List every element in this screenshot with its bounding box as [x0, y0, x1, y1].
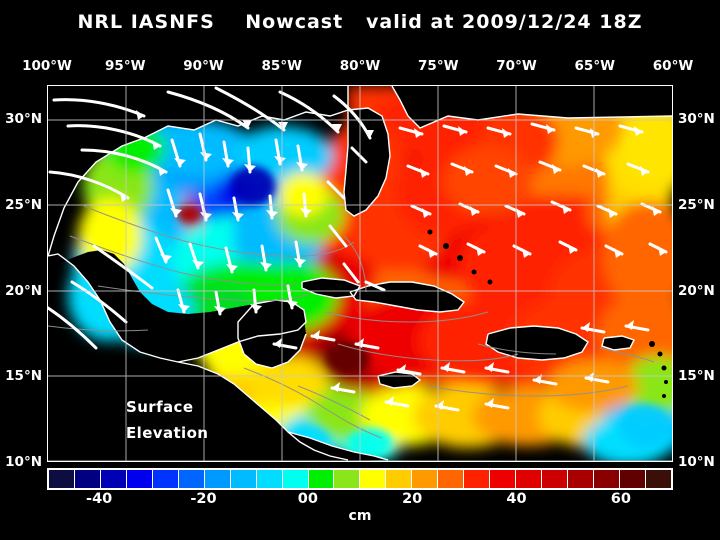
colorbar-swatch: [230, 470, 257, 488]
longitude-tick-label: 100°W: [22, 58, 72, 74]
colorbar-swatch: [438, 470, 465, 488]
latitude-tick-label: 30°N: [5, 111, 42, 127]
map-canvas: [48, 86, 672, 461]
colorbar-swatch: [126, 470, 153, 488]
colorbar-tick-label: 20: [402, 491, 423, 507]
colorbar-swatch: [308, 470, 335, 488]
colorbar-swatch: [645, 470, 671, 488]
colorbar-tick-label: 60: [610, 491, 631, 507]
latitude-tick-label: 25°N: [678, 196, 715, 213]
longitude-tick-label: 85°W: [261, 58, 302, 74]
colorbar-swatch: [100, 470, 127, 488]
longitude-tick-label: 95°W: [105, 58, 146, 74]
latitude-tick-label: 15°N: [5, 368, 42, 385]
longitude-tick-label: 75°W: [418, 58, 459, 74]
latitude-tick-label: 20°N: [5, 282, 42, 299]
bathymetry-contours: [48, 205, 655, 439]
longitude-tick-label: 65°W: [574, 58, 615, 74]
longitude-axis-top: 100°W 95°W 90°W 85°W 80°W 75°W 70°W 65°W 60°W: [22, 58, 693, 76]
latitude-tick-label: 25°N: [5, 196, 42, 213]
longitude-tick-label: 90°W: [183, 58, 224, 74]
latitude-axis-right: 30°N 25°N 20°N 15°N 10°N: [674, 85, 720, 470]
longitude-tick-label: 80°W: [339, 58, 381, 74]
colorbar-swatch: [490, 470, 517, 488]
colorbar-swatch: [568, 470, 595, 488]
latitude-axis-left: 30°N 25°N 20°N 15°N 10°N: [0, 85, 46, 470]
colorbar-swatch: [334, 470, 361, 488]
latitude-tick-label: 20°N: [678, 282, 715, 299]
colorbar-swatch: [386, 470, 413, 488]
map-gridlines: [48, 86, 672, 461]
colorbar-swatch: [204, 470, 231, 488]
colorbar-tick-label: -40: [86, 491, 113, 507]
colorbar[interactable]: [47, 468, 673, 490]
colorbar-swatch: [178, 470, 205, 488]
longitude-tick-label: 70°W: [496, 58, 537, 74]
colorbar-swatch: [542, 470, 569, 488]
latitude-tick-label: 15°N: [678, 368, 715, 385]
colorbar-swatch: [516, 470, 543, 488]
colorbar-tick-label: 40: [506, 491, 527, 507]
latitude-tick-label: 10°N: [678, 454, 715, 470]
colorbar-swatch: [152, 470, 179, 488]
colorbar-tick-label: 00: [297, 491, 318, 507]
map-plot-area[interactable]: Surface Elevation: [47, 85, 673, 462]
sea-surface-elevation-field: [48, 86, 672, 461]
colorbar-unit-label: cm: [348, 508, 372, 524]
colorbar-swatch: [360, 470, 387, 488]
colorbar-swatch: [282, 470, 309, 488]
colorbar-swatch: [594, 470, 620, 488]
colorbar-swatch: [74, 470, 101, 488]
latitude-tick-label: 10°N: [5, 454, 42, 470]
colorbar-tick-label: -20: [190, 491, 217, 507]
colorbar-swatch: [464, 470, 491, 488]
colorbar-tick-labels: -40 -20 00 20 40 60: [47, 491, 673, 511]
colorbar-swatch: [619, 470, 646, 488]
page-title: NRL IASNFS Nowcast valid at 2009/12/24 1…: [77, 11, 643, 33]
colorbar-swatch: [256, 470, 283, 488]
latitude-tick-label: 30°N: [678, 111, 715, 127]
colorbar-swatch: [49, 470, 75, 488]
longitude-tick-label: 60°W: [652, 58, 694, 74]
colorbar-swatch: [412, 470, 439, 488]
